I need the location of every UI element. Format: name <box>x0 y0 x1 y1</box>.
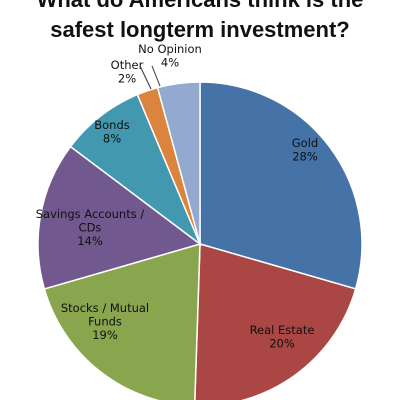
pie-slice-no-opinion <box>156 81 201 245</box>
slice-label-gold: Gold 28% <box>292 136 318 164</box>
slice-label-stocks-mutual-funds: Stocks / Mutual Funds 19% <box>61 301 149 342</box>
slice-label-real-estate: Real Estate 20% <box>250 323 315 351</box>
pie-slice-real-estate <box>194 243 357 400</box>
leader-line-no-opinion <box>151 65 161 87</box>
pie-slice-savings-accounts-cds <box>37 145 202 290</box>
leader-line-other <box>139 65 152 90</box>
chart-title-line-1: What do Americans think is the <box>37 0 364 12</box>
slice-label-no-opinion: No Opinion 4% <box>138 42 202 70</box>
slice-label-other: Other 2% <box>111 58 144 86</box>
pie-labels: Gold 28% Real Estate 20% Stocks / Mutual Fund… <box>36 42 319 351</box>
pie-slice-gold <box>199 81 363 290</box>
chart-title-line-2: safest longterm investment? <box>50 17 350 42</box>
slice-label-savings-accounts-cds: Savings Accounts / CDs 14% <box>36 207 145 248</box>
pie-slice-bonds <box>69 93 202 247</box>
pie-slice-stocks-mutual-funds <box>43 242 201 400</box>
pie-slices <box>37 81 363 400</box>
slice-label-bonds: Bonds 8% <box>94 118 130 146</box>
